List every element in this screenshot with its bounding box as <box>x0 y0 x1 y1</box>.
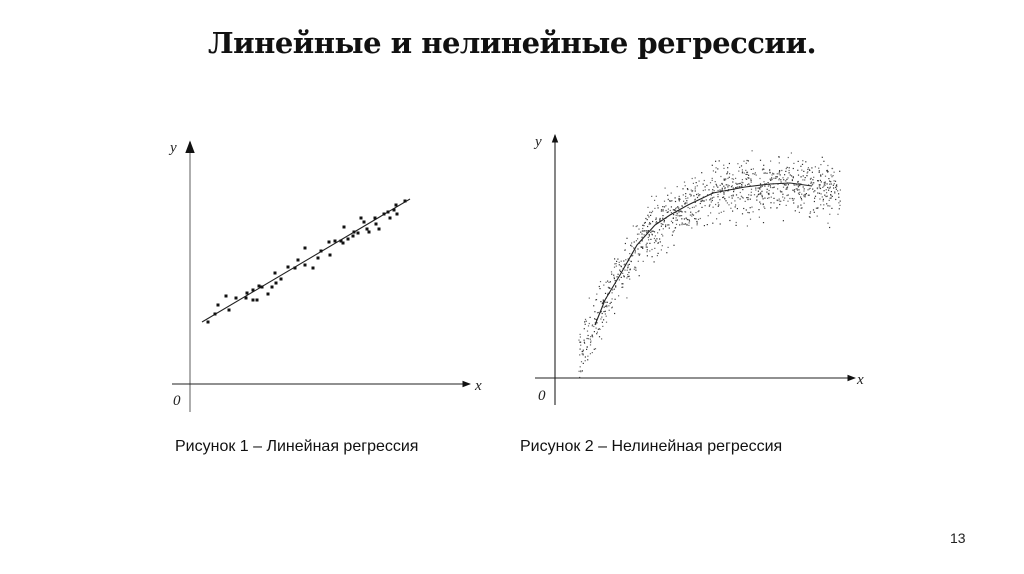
y-axis-label: y <box>533 134 542 150</box>
chart-nonlinear-regression: y x 0 <box>533 133 864 405</box>
y-axis-label: y <box>168 140 177 156</box>
x-axis-label: x <box>856 372 864 388</box>
figure-1-caption: Рисунок 1 – Линейная регрессия <box>175 438 419 455</box>
slide-title: Линейные и нелинейные регрессии. <box>207 26 817 60</box>
x-axis-label: x <box>474 378 482 394</box>
origin-label: 0 <box>538 388 546 404</box>
origin-label: 0 <box>173 393 181 409</box>
chart-linear-regression: y x 0 <box>168 140 482 412</box>
page-number: 13 <box>950 530 966 546</box>
data-points <box>206 199 407 324</box>
linear-fit-line <box>201 198 411 323</box>
figure-2-caption: Рисунок 2 – Нелинейная регрессия <box>520 438 783 455</box>
nonlinear-fit-curve <box>594 182 813 326</box>
